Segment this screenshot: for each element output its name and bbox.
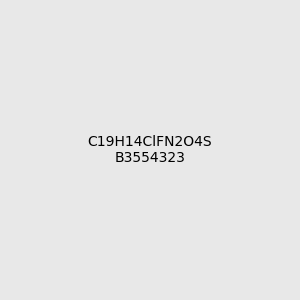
Text: C19H14ClFN2O4S
B3554323: C19H14ClFN2O4S B3554323 [88, 135, 212, 165]
